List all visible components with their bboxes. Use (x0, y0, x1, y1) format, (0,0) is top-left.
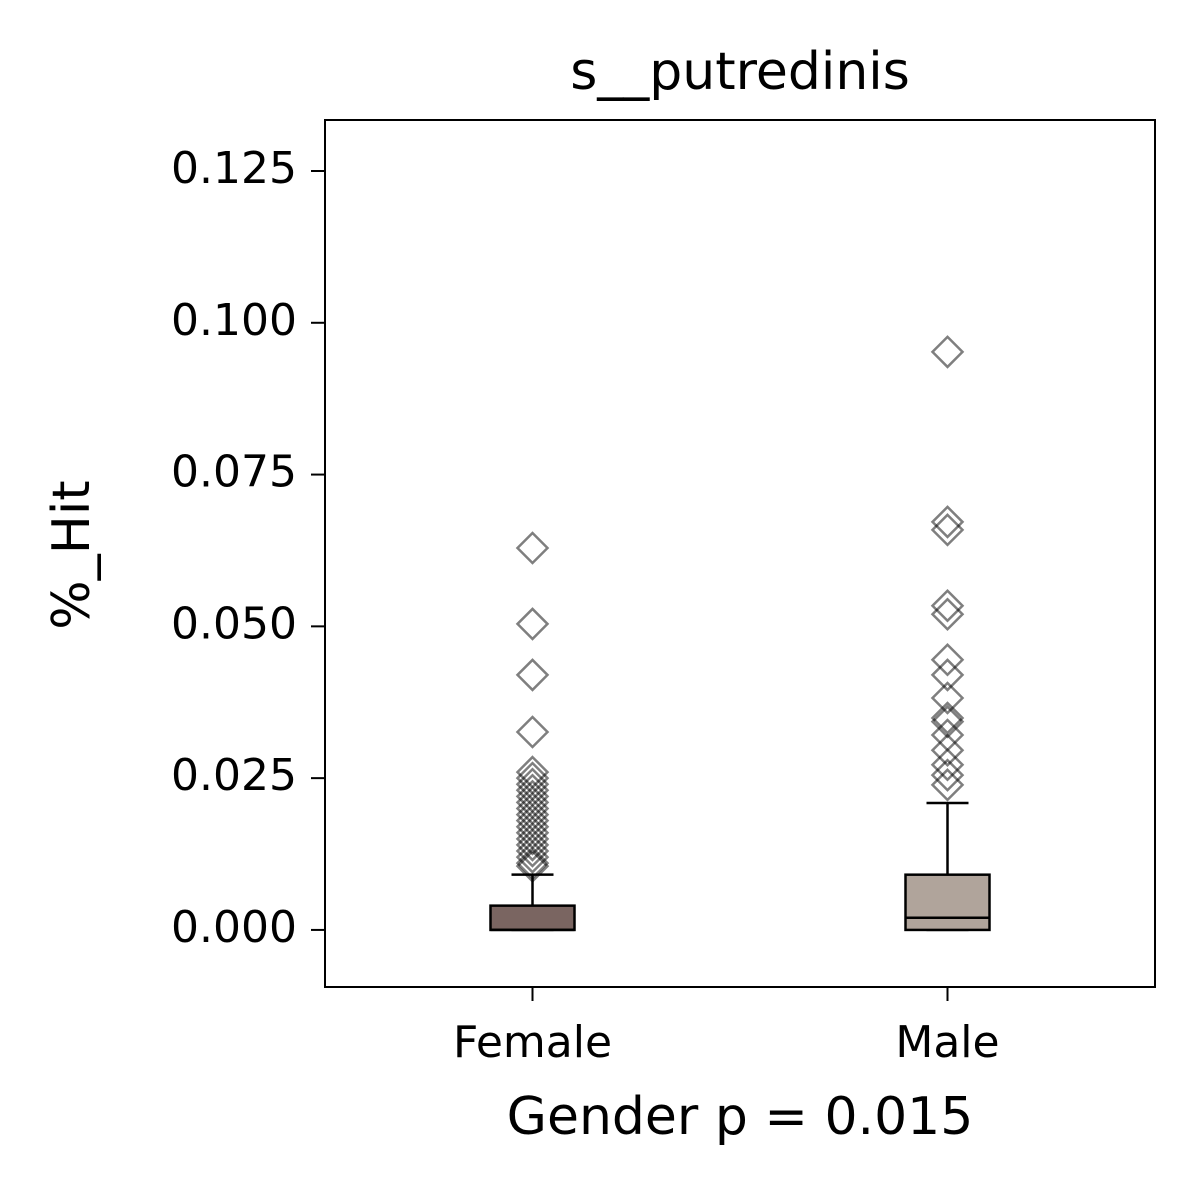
outlier (515, 846, 550, 880)
outlier (930, 701, 965, 735)
outlier (930, 758, 965, 792)
y-tick-label: 0.025 (171, 750, 297, 801)
outlier (930, 597, 965, 631)
y-tick-label: 0.000 (171, 902, 297, 953)
y-tick-label: 0.100 (171, 295, 297, 346)
y-tick-label: 0.125 (171, 143, 297, 194)
outlier (930, 748, 965, 782)
outlier (515, 658, 550, 692)
outlier (515, 715, 550, 749)
outlier (515, 607, 550, 641)
y-tick-label: 0.050 (171, 598, 297, 649)
outlier (515, 828, 550, 862)
box (904, 873, 991, 932)
outlier (515, 531, 550, 565)
outlier (515, 849, 550, 883)
x-axis-label: Gender p = 0.015 (507, 1087, 974, 1147)
box (489, 904, 576, 932)
outlier (930, 642, 965, 677)
y-tick-label: 0.075 (171, 447, 297, 498)
outlier (930, 681, 965, 715)
outlier (515, 822, 550, 856)
x-tick-label: Male (895, 1017, 999, 1068)
outlier (930, 658, 965, 692)
outlier (515, 834, 550, 868)
outlier (930, 588, 965, 623)
plot-frame (324, 119, 1156, 988)
outlier (930, 505, 965, 539)
outlier (515, 840, 550, 874)
chart-title: s__putredinis (570, 42, 910, 102)
outlier (930, 768, 965, 802)
outlier (930, 733, 965, 767)
y-axis-label: %_Hit (42, 480, 102, 629)
outlier (930, 335, 965, 369)
outlier (930, 513, 965, 547)
x-tick-label: Female (453, 1017, 612, 1068)
